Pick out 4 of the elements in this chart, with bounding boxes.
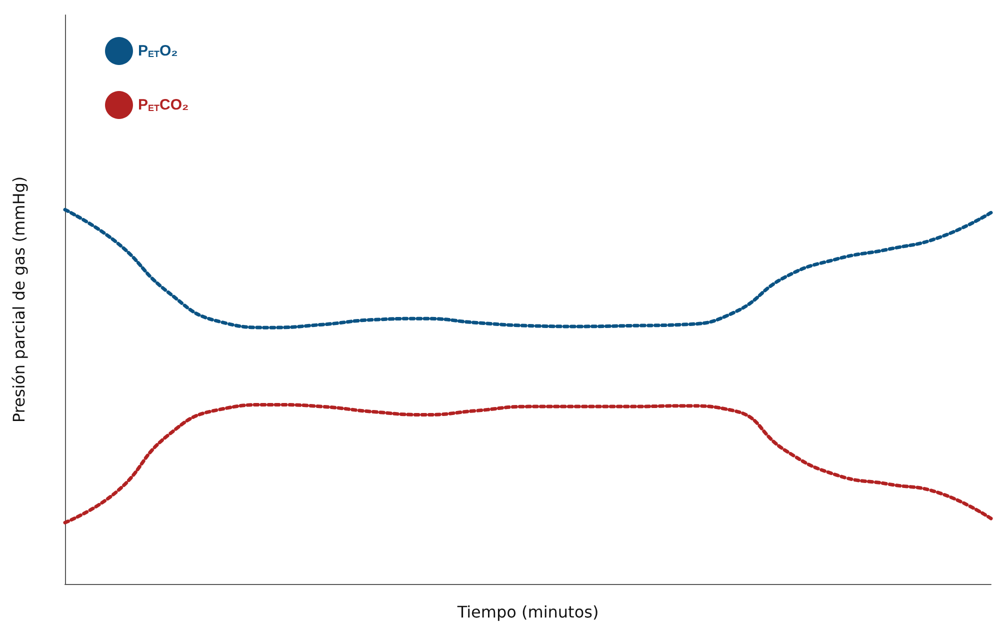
x-axis-title: Tiempo (minutos) [456, 602, 599, 622]
legend-label: PETCO₂ [138, 96, 189, 114]
legend-label: PETO₂ [138, 42, 178, 60]
y-axis-title: Presión parcial de gas (mmHg) [10, 176, 28, 423]
